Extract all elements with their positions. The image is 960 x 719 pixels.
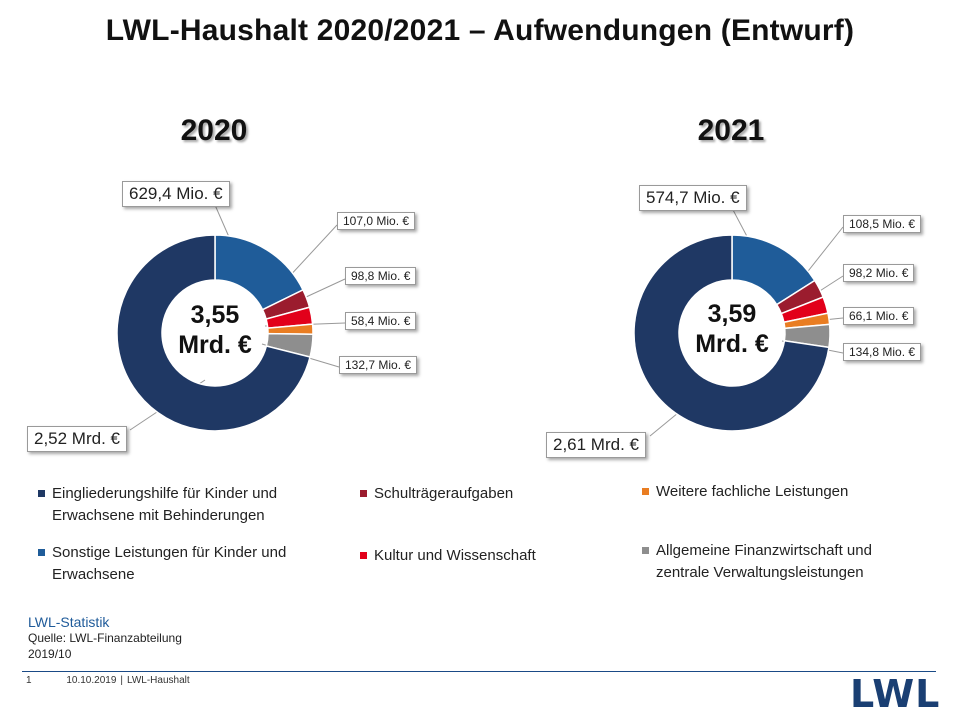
footer-separator: |	[120, 675, 124, 686]
label-2020-schultraeger: 107,0 Mio. €	[337, 212, 416, 231]
legend-swatch-kultur	[360, 552, 367, 559]
legend-label-weitere: Weitere fachliche Leistungen	[656, 483, 849, 500]
label-2021-schultraeger: 108,5 Mio. €	[843, 215, 922, 234]
legend-label-schultraeger: Schulträgeraufgaben	[374, 485, 514, 502]
total-2020: 3,55 Mrd. €	[155, 300, 275, 360]
label-2021-kultur: 98,2 Mio. €	[843, 264, 915, 283]
label-2020-weitere: 58,4 Mio. €	[345, 312, 417, 331]
page-number: 1	[26, 675, 32, 686]
footer-doc-label: LWL-Haushalt	[127, 675, 190, 686]
label-2020-sonstige: 629,4 Mio. €	[122, 181, 230, 208]
page-title: LWL-Haushalt 2020/2021 – Aufwendungen (E…	[105, 14, 855, 47]
source-line: Quelle: LWL-Finanzabteilung	[28, 631, 182, 645]
legend-swatch-eingliederung	[38, 490, 45, 497]
chart-title-2021: 2021	[697, 114, 765, 147]
legend-swatch-weitere	[642, 488, 649, 495]
label-2021-weitere: 66,1 Mio. €	[843, 307, 915, 326]
slice-2021-eingliederung	[633, 234, 830, 432]
source-date: 2019/10	[28, 647, 72, 661]
legend-swatch-sonstige	[38, 549, 45, 556]
slice-2020-eingliederung	[116, 234, 311, 432]
footer-divider	[22, 671, 936, 672]
label-2021-allgemein: 134,8 Mio. €	[843, 343, 922, 362]
legend-label-kultur: Kultur und Wissenschaft	[374, 547, 536, 564]
total-2020-unit: Mrd. €	[178, 331, 252, 359]
label-2020-allgemein: 132,7 Mio. €	[339, 356, 418, 375]
label-2021-sonstige: 574,7 Mio. €	[639, 185, 747, 212]
legend-label-allgemein: Allgemeine Finanzwirtschaft und zentrale…	[656, 542, 872, 581]
label-2020-kultur: 98,8 Mio. €	[345, 267, 417, 286]
total-2020-value: 3,55	[190, 301, 240, 329]
source-block: LWL-Statistik Quelle: LWL-Finanzabteilun…	[28, 614, 182, 662]
lwl-logo: LWL	[850, 672, 941, 716]
footer-date: 10.10.2019	[66, 675, 117, 686]
source-title: LWL-Statistik	[28, 614, 110, 630]
legend-swatch-allgemein	[642, 547, 649, 554]
total-2021: 3,59 Mrd. €	[672, 299, 792, 359]
footer-meta: 1 10.10.2019 | LWL-Haushalt	[26, 675, 222, 686]
label-2021-eingliederung: 2,61 Mrd. €	[546, 432, 646, 459]
legend-label-sonstige: Sonstige Leistungen für Kinder und Erwac…	[52, 544, 287, 583]
legend-swatch-schultraeger	[360, 490, 367, 497]
chart-title-2020: 2020	[180, 114, 248, 147]
legend-label-eingliederung: Eingliederungshilfe für Kinder und Erwac…	[52, 485, 278, 524]
total-2021-value: 3,59	[707, 300, 757, 328]
total-2021-unit: Mrd. €	[695, 330, 769, 358]
label-2020-eingliederung: 2,52 Mrd. €	[27, 426, 127, 453]
